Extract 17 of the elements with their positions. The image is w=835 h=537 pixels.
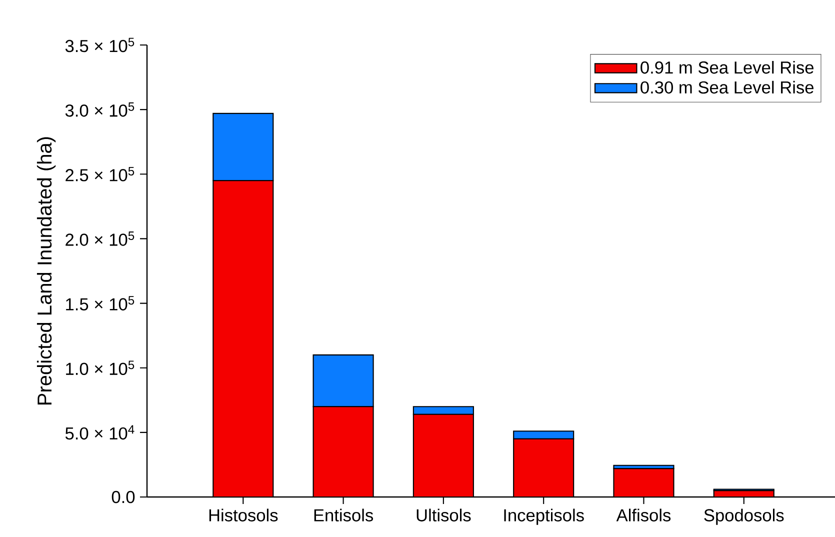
x-tick-label: Alfisols: [616, 508, 671, 522]
x-tick-label: Histosols: [209, 508, 278, 522]
legend-label: 0.30 m Sea Level Rise: [640, 80, 814, 94]
y-tick-label: 0.0: [112, 490, 135, 504]
y-tick-label: 2.5 × 10$^{5}$: [66, 166, 134, 182]
y-tick-label: 5.0 × 10$^{4}$: [65, 425, 134, 440]
x-tick-label: Spodosols: [704, 508, 784, 525]
y-tick-label: 2.0 × 10$^{5}$: [66, 232, 134, 246]
y-tick-label: 1.0 × 10$^{5}$: [66, 360, 134, 376]
y-tick-label: 3.0 × 10$^{5}$: [65, 102, 134, 117]
y-tick-label: 1.5 × 10$^{5}$: [66, 296, 134, 310]
legend-label: 0.91 m Sea Level Rise: [640, 60, 814, 74]
x-tick-label: Inceptisols: [504, 508, 584, 525]
y-tick-label: 3.5 × 10$^{5}$: [65, 38, 134, 52]
y-axis-title: Predicted Land Inundated (ha): [36, 137, 56, 404]
x-tick-label: Entisols: [314, 508, 374, 522]
x-tick-label: Ultisols: [416, 508, 471, 522]
